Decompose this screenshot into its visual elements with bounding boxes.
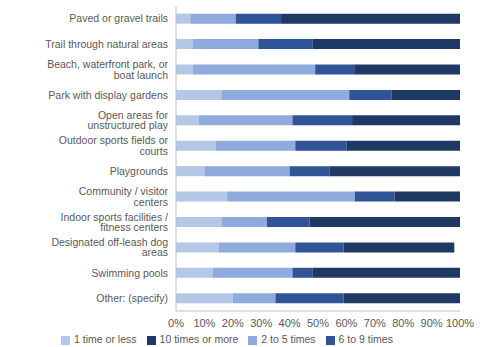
svg-text:0%: 0%: [168, 317, 184, 329]
html-text:6 to 9 times: 6 to 9 times: [338, 333, 393, 345]
svg-text:Paved or gravel trails: Paved or gravel trails: [69, 12, 168, 24]
svg-text:30%: 30%: [250, 317, 272, 329]
svg-text:Playgrounds: Playgrounds: [110, 165, 168, 177]
svg-text:90%: 90%: [421, 317, 443, 329]
svg-text:Indoor sports facilities /fitn: Indoor sports facilities /fitness center…: [61, 211, 168, 234]
svg-text:10%: 10%: [193, 317, 215, 329]
svg-text:Park with display gardens: Park with display gardens: [48, 89, 168, 101]
svg-text:60%: 60%: [335, 317, 357, 329]
svg-text:Trail through natural areas: Trail through natural areas: [45, 38, 168, 50]
svg-text:50%: 50%: [307, 317, 329, 329]
svg-text:Beach, waterfront park, orboat: Beach, waterfront park, orboat launch: [47, 58, 168, 81]
html-text:2 to 5 times: 2 to 5 times: [261, 333, 316, 345]
svg-text:Designated off-leash dogareas: Designated off-leash dogareas: [51, 236, 168, 259]
html-text:10 times or more: 10 times or more: [159, 333, 239, 345]
svg-text:20%: 20%: [222, 317, 244, 329]
svg-text:Open areas forunstructured pla: Open areas forunstructured play: [87, 109, 168, 131]
svg-text:40%: 40%: [279, 317, 301, 329]
html-text:1 time or less: 1 time or less: [74, 333, 137, 345]
svg-text:Outdoor sports fields orcourts: Outdoor sports fields orcourts: [59, 134, 169, 157]
svg-text:Swimming pools: Swimming pools: [92, 267, 168, 279]
svg-text:80%: 80%: [392, 317, 414, 329]
svg-text:Community / visitorcenters: Community / visitorcenters: [79, 185, 169, 208]
svg-text:Other: (specify): Other: (specify): [96, 292, 168, 304]
svg-text:70%: 70%: [364, 317, 386, 329]
svg-text:100%: 100%: [446, 317, 472, 329]
